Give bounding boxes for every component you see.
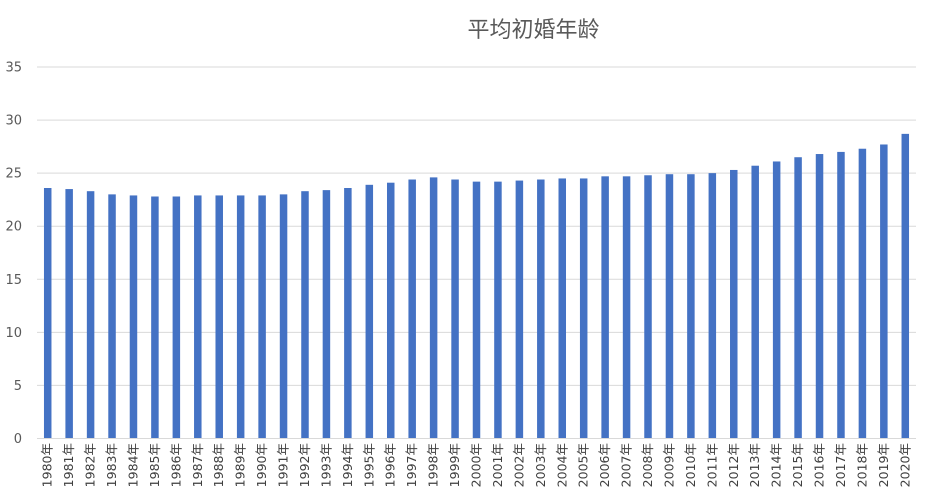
x-tick-label: 2020年	[897, 443, 912, 487]
x-tick-label: 2009年	[661, 443, 676, 487]
y-tick-label: 10	[5, 326, 22, 341]
x-tick-label: 2016年	[812, 443, 827, 487]
bar	[108, 194, 116, 439]
x-tick-label: 2014年	[769, 443, 784, 487]
bar	[129, 195, 138, 439]
x-tick-label: 1986年	[168, 443, 183, 487]
x-tick-label: 1983年	[104, 443, 119, 487]
bar	[236, 195, 245, 439]
x-tick-label: 2013年	[747, 443, 762, 487]
x-tick-label: 1982年	[83, 443, 98, 487]
x-tick-label: 1992年	[297, 443, 312, 487]
y-tick-label: 0	[14, 432, 22, 447]
chart-title: 平均初婚年龄	[467, 18, 600, 43]
bar	[815, 154, 824, 439]
y-tick-label: 25	[5, 167, 22, 182]
x-tick-label: 1997年	[404, 443, 419, 487]
x-tick-label: 1988年	[211, 443, 226, 487]
bar	[65, 189, 73, 439]
bar	[794, 157, 802, 439]
bar	[408, 179, 416, 439]
y-tick-label: 30	[5, 114, 22, 129]
x-tick-label: 1987年	[190, 443, 205, 487]
bar	[215, 195, 223, 439]
bar	[708, 173, 717, 439]
x-tick-label: 2008年	[640, 443, 655, 487]
bar	[772, 161, 781, 439]
y-tick-label: 20	[5, 220, 22, 235]
x-tick-label: 1981年	[61, 443, 76, 487]
x-tick-label: 2005年	[576, 443, 591, 487]
x-tick-label: 1990年	[254, 443, 269, 487]
x-tick-label: 2004年	[554, 443, 569, 487]
bar	[751, 165, 759, 439]
bar	[622, 176, 631, 439]
bar	[880, 144, 888, 439]
bar	[194, 195, 202, 439]
bar	[279, 194, 288, 439]
y-axis-tick-labels: 0 5 10 15 20 25 30 35	[5, 61, 22, 448]
y-tick-label: 15	[5, 273, 22, 288]
x-axis-tick-labels: 1980年 1981年 1982年 1983年 1984年 1985年 1986年 1987年…	[40, 443, 913, 487]
bar	[151, 196, 159, 439]
x-tick-label: 1996年	[383, 443, 398, 487]
x-tick-label: 2015年	[790, 443, 805, 487]
x-tick-label: 2007年	[619, 443, 634, 487]
x-tick-label: 1994年	[340, 443, 355, 487]
bar	[322, 190, 331, 439]
bar	[429, 177, 438, 439]
x-tick-label: 2001年	[490, 443, 505, 487]
bar	[537, 179, 545, 439]
x-tick-label: 2019年	[876, 443, 891, 487]
bar	[472, 181, 481, 439]
x-tick-label: 2012年	[726, 443, 741, 487]
bar	[558, 178, 567, 439]
bar	[515, 180, 524, 439]
y-tick-label: 5	[14, 379, 22, 394]
x-tick-label: 1999年	[447, 443, 462, 487]
x-tick-label: 2000年	[469, 443, 484, 487]
bar	[43, 188, 52, 439]
bar	[644, 175, 652, 439]
bar	[579, 178, 588, 439]
x-tick-label: 2006年	[597, 443, 612, 487]
x-tick-label: 1998年	[426, 443, 441, 487]
bar	[837, 151, 845, 439]
bar	[901, 133, 910, 439]
bar	[494, 181, 502, 439]
x-tick-label: 1984年	[125, 443, 140, 487]
x-tick-label: 2003年	[533, 443, 548, 487]
bar	[451, 179, 459, 439]
bar	[601, 176, 609, 439]
bar	[301, 191, 309, 439]
x-tick-label: 2002年	[511, 443, 526, 487]
x-tick-label: 2010年	[683, 443, 698, 487]
bar	[386, 182, 395, 439]
bar	[86, 191, 95, 439]
x-tick-label: 2011年	[704, 443, 719, 487]
x-tick-label: 2017年	[833, 443, 848, 487]
x-tick-label: 1989年	[233, 443, 248, 487]
x-tick-label: 1995年	[361, 443, 376, 487]
bar	[687, 174, 695, 439]
bar	[344, 188, 352, 439]
x-tick-label: 1980年	[40, 443, 55, 487]
bar	[172, 196, 181, 439]
bar	[258, 195, 266, 439]
x-tick-label: 1993年	[318, 443, 333, 487]
y-tick-label: 35	[5, 61, 22, 76]
bars	[43, 133, 910, 439]
bar	[365, 184, 374, 439]
bar	[730, 169, 738, 439]
bar	[858, 148, 867, 439]
bar	[665, 174, 674, 439]
x-tick-label: 2018年	[854, 443, 869, 487]
x-tick-label: 1985年	[147, 443, 162, 487]
x-tick-label: 1991年	[276, 443, 291, 487]
